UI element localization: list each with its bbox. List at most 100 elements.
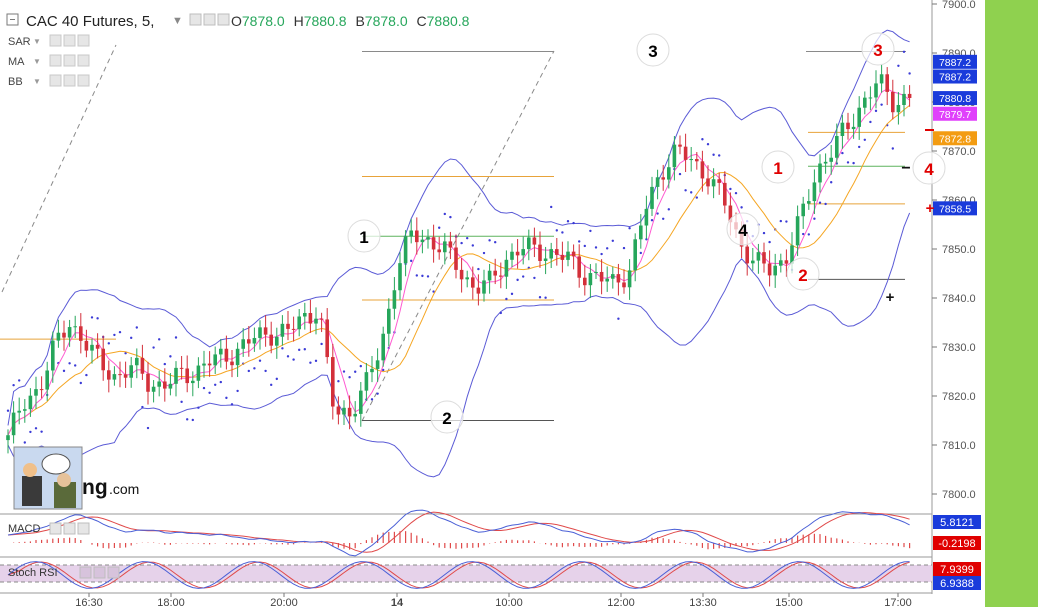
- wave-label: 1: [773, 159, 782, 178]
- time-tick-label: 20:00: [270, 597, 298, 607]
- sar-dot: [354, 370, 357, 373]
- time-axis[interactable]: 16:30 18:00 20:00 14 10:00 12:00 13:30 15:00 17:…: [75, 593, 912, 607]
- macd-close-icon[interactable]: [77, 522, 90, 535]
- candle-body: [73, 326, 77, 328]
- sar-dot: [18, 379, 21, 382]
- sar-dot: [370, 398, 374, 401]
- candle-body: [482, 280, 486, 294]
- indicator-dropdown-icon: ▼: [33, 37, 41, 46]
- wave-label-circle: [912, 151, 946, 185]
- candle-body: [325, 319, 329, 358]
- indicator-legend[interactable]: SAR ▼MA ▼BB ▼: [8, 34, 90, 88]
- sar-dot: [538, 296, 542, 299]
- time-tick-label: 10:00: [495, 597, 523, 607]
- candle-body: [224, 348, 229, 362]
- stoch-settings-icons[interactable]: [79, 566, 120, 579]
- sar-dot: [555, 229, 558, 232]
- candle-body: [17, 410, 21, 413]
- sar-dot: [600, 252, 603, 256]
- candle-body: [84, 340, 89, 351]
- sar-dot: [690, 191, 693, 194]
- close-icon[interactable]: [217, 13, 230, 26]
- sar-dot: [734, 191, 738, 195]
- collapse-icon[interactable]: [6, 13, 19, 26]
- candle-body: [650, 186, 654, 209]
- sar-dot: [96, 317, 99, 320]
- pane-value-label: -0.2198: [938, 538, 975, 550]
- sar-dot: [695, 196, 698, 199]
- sar-dot: [505, 297, 508, 301]
- candle-body: [392, 290, 397, 309]
- macd-gear-icon[interactable]: [63, 522, 76, 535]
- candle-body: [364, 372, 369, 391]
- candle-body: [616, 274, 621, 283]
- candle-body: [863, 97, 867, 108]
- macd-visibility-icon[interactable]: [49, 522, 62, 535]
- stoch-visibility-icon[interactable]: [79, 566, 92, 579]
- candle-body: [459, 269, 464, 280]
- sar-dot: [118, 330, 122, 334]
- sar-dot: [589, 229, 592, 233]
- wave-label: 3: [873, 41, 882, 60]
- candle-body: [711, 179, 716, 187]
- stoch-close-icon[interactable]: [107, 566, 120, 579]
- gear-icon[interactable]: [203, 13, 216, 26]
- candle-body: [605, 278, 609, 282]
- stoch-gear-icon[interactable]: [93, 566, 106, 579]
- candle-body: [538, 244, 542, 261]
- symbol-legend[interactable]: CAC 40 Futures, 5, ▼ O7878.0 H7880.8 B78…: [6, 13, 470, 30]
- macd-settings-icons[interactable]: [49, 522, 90, 535]
- sar-dot: [566, 220, 570, 223]
- candle-body: [812, 182, 817, 202]
- candle-body: [823, 161, 828, 164]
- interval-dropdown-icon[interactable]: ▼: [172, 15, 183, 27]
- price-tick-label: 7810.0: [942, 440, 976, 452]
- pane-value-badge: [933, 562, 981, 576]
- candle-body: [370, 368, 374, 373]
- candle-body: [291, 328, 296, 330]
- parabolic-sar: [6, 50, 911, 444]
- legend-settings-icons[interactable]: [189, 13, 230, 26]
- sar-dot: [813, 217, 816, 220]
- candle-body: [314, 318, 318, 324]
- candle-body: [661, 177, 665, 180]
- time-tick-label: 18:00: [157, 597, 185, 607]
- candle-body: [717, 179, 721, 183]
- stoch-band: [0, 565, 932, 582]
- sar-dot: [544, 296, 547, 299]
- candle-body: [779, 260, 783, 266]
- sar-dot: [12, 383, 15, 387]
- candle-body: [359, 390, 363, 414]
- candle-body: [622, 282, 626, 288]
- candle-body: [521, 249, 525, 256]
- candle-body: [34, 389, 38, 396]
- sar-dot: [650, 219, 654, 222]
- indicator-legend-label: BB: [8, 76, 23, 88]
- sar-dot: [471, 244, 474, 247]
- candle-body: [745, 246, 749, 264]
- sar-dot: [6, 409, 10, 412]
- sar-dot: [348, 376, 351, 379]
- candle-body: [566, 251, 570, 260]
- sar-dot: [152, 346, 155, 349]
- candle-body: [801, 203, 805, 217]
- sar-dot: [656, 212, 659, 215]
- logo-head-left: [23, 463, 37, 477]
- price-badge-label: 7887.2: [939, 72, 971, 84]
- candle-body: [454, 247, 458, 270]
- sar-dot: [449, 215, 452, 219]
- candle-body: [67, 327, 72, 338]
- visibility-icon[interactable]: [189, 13, 202, 26]
- candle-body: [695, 159, 699, 162]
- sar-dot: [264, 369, 267, 373]
- sar-dot: [180, 400, 183, 404]
- sar-dot: [639, 251, 642, 255]
- logo-domain-suffix: .com: [109, 481, 139, 497]
- sar-dot: [617, 317, 620, 320]
- sar-dot: [169, 355, 172, 358]
- wave-label-circle: [636, 33, 670, 67]
- sar-dot: [309, 361, 312, 364]
- sar-dot: [897, 64, 900, 67]
- candle-body: [118, 374, 122, 376]
